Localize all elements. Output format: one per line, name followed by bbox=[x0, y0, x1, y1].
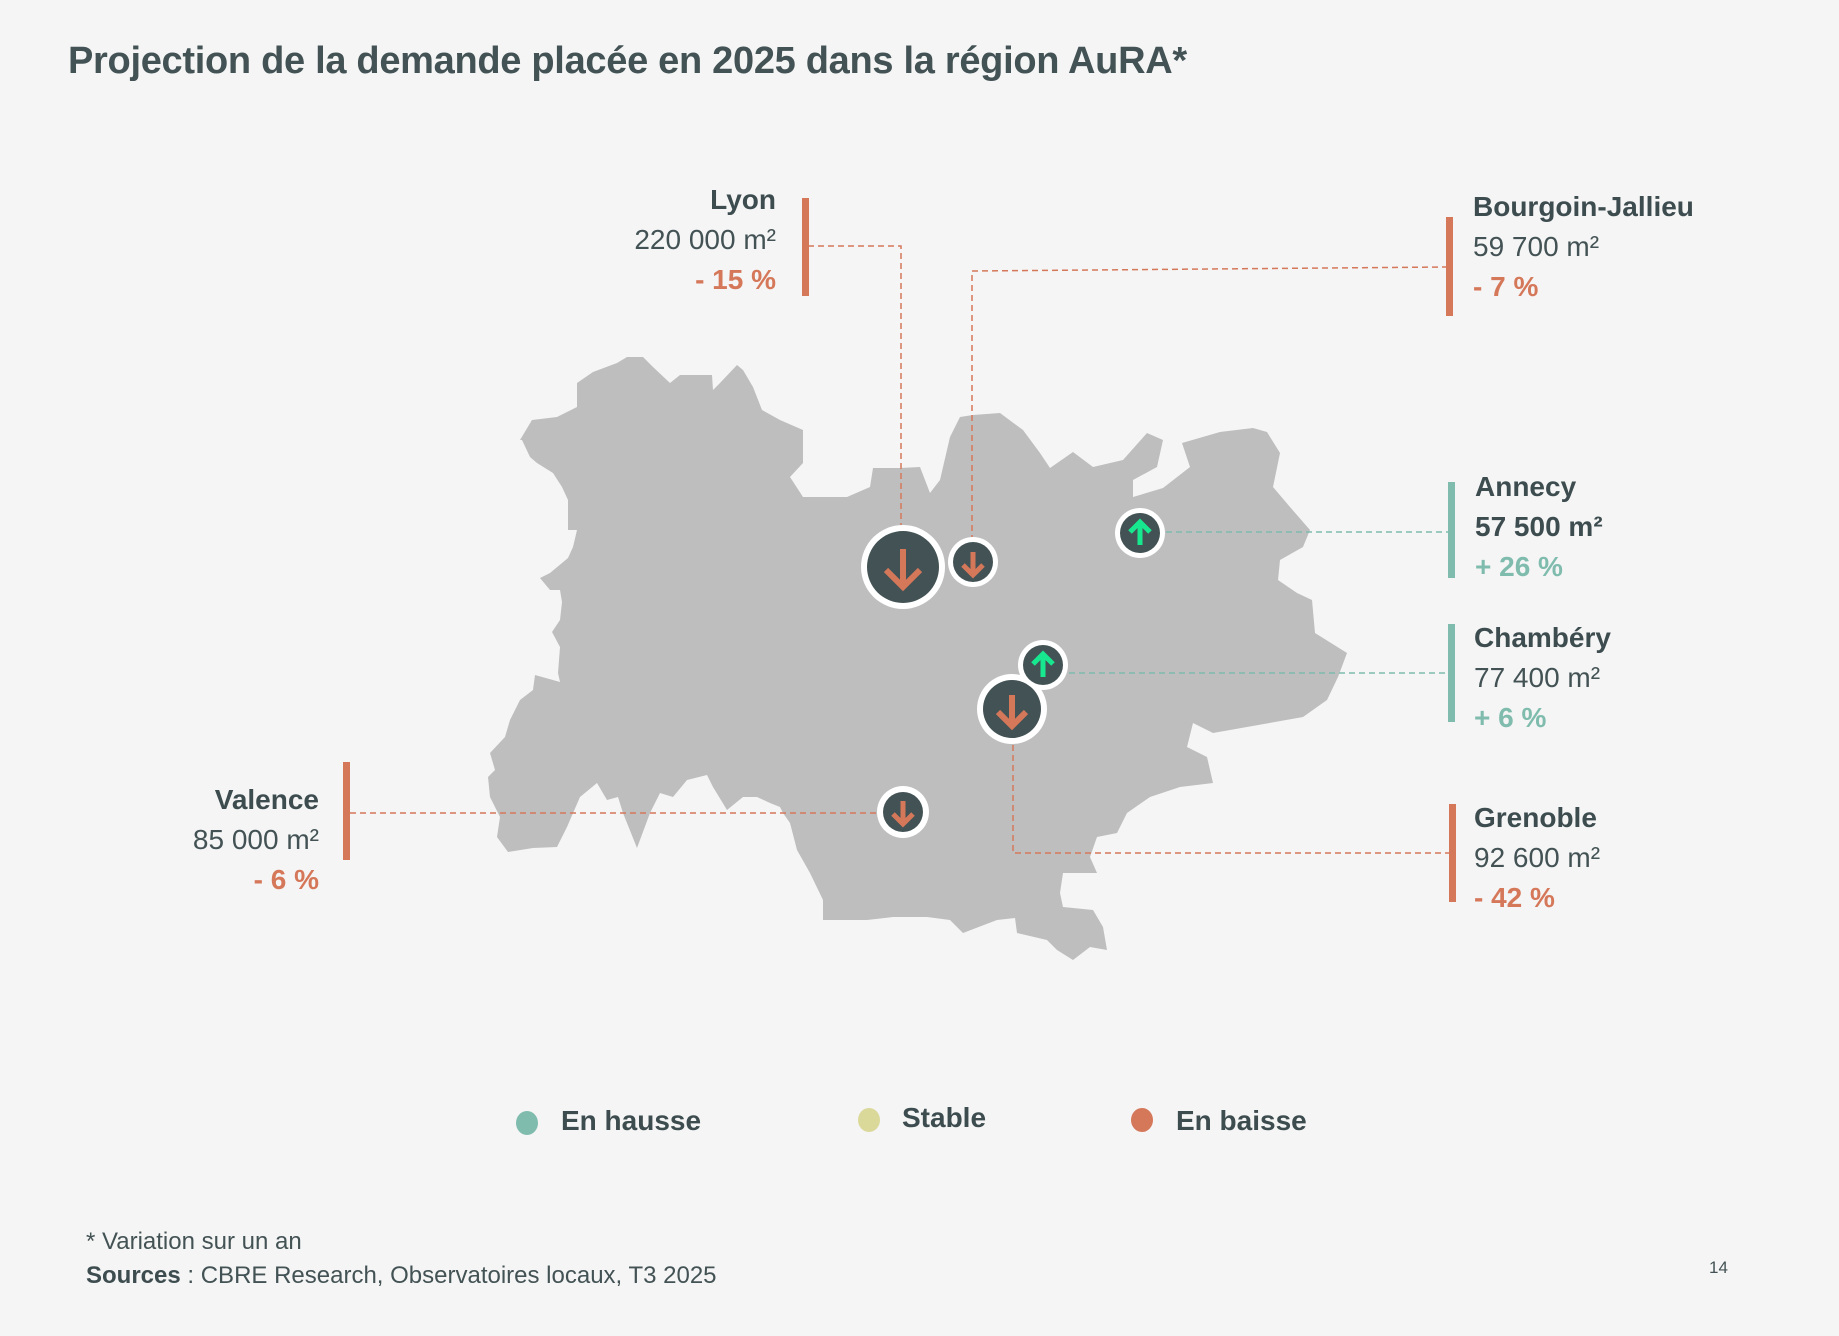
footnote: * Variation sur un an bbox=[86, 1228, 302, 1255]
page-title: Projection de la demande placée en 2025 … bbox=[68, 40, 1187, 82]
legend-label: En hausse bbox=[561, 1105, 702, 1136]
chambery-bar bbox=[1448, 624, 1455, 722]
marker-valence[interactable] bbox=[877, 786, 929, 838]
label-bourgoin-jallieu: Bourgoin-Jallieu 59 700 m² - 7 % bbox=[1473, 187, 1694, 307]
label-grenoble: Grenoble 92 600 m² - 42 % bbox=[1474, 798, 1600, 918]
arrow-down-icon bbox=[995, 695, 1029, 731]
bourgoin-connector bbox=[971, 266, 1449, 537]
label-chambery: Chambéry 77 400 m² + 6 % bbox=[1474, 618, 1611, 738]
bourgoin-bar bbox=[1446, 217, 1453, 316]
city-change: - 6 % bbox=[253, 864, 319, 895]
arrow-down-icon bbox=[883, 549, 923, 592]
marker-grenoble[interactable] bbox=[977, 674, 1047, 744]
city-area: 77 400 m² bbox=[1474, 662, 1601, 693]
legend-label: Stable bbox=[902, 1102, 987, 1133]
legend: En hausse Stable En baisse bbox=[0, 1102, 1839, 1155]
grenoble-connector bbox=[1012, 745, 1450, 854]
lyon-bar bbox=[802, 198, 809, 296]
city-change: + 26 % bbox=[1475, 551, 1563, 582]
city-name: Annecy bbox=[1475, 471, 1577, 502]
arrow-up-icon bbox=[1031, 650, 1055, 677]
city-change: - 42 % bbox=[1474, 882, 1555, 913]
increase-dot-icon bbox=[516, 1111, 538, 1135]
city-name: Lyon bbox=[710, 184, 776, 215]
annecy-bar bbox=[1448, 482, 1455, 578]
arrow-down-icon bbox=[961, 552, 985, 579]
city-name: Grenoble bbox=[1474, 802, 1597, 833]
marker-lyon[interactable] bbox=[861, 525, 945, 609]
city-change: - 15 % bbox=[695, 264, 776, 295]
city-name: Chambéry bbox=[1474, 622, 1611, 653]
city-change: - 7 % bbox=[1473, 271, 1539, 302]
label-valence: Valence 85 000 m² - 6 % bbox=[193, 780, 319, 900]
page-number: 14 bbox=[1709, 1258, 1728, 1277]
grenoble-bar bbox=[1449, 804, 1456, 902]
arrow-down-icon bbox=[891, 801, 915, 828]
city-area: 57 500 m² bbox=[1475, 511, 1603, 542]
marker-annecy[interactable] bbox=[1115, 508, 1165, 558]
lyon-connector bbox=[808, 245, 902, 525]
sources-label: Sources bbox=[86, 1262, 181, 1289]
legend-label: En baisse bbox=[1176, 1105, 1307, 1136]
marker-chambery[interactable] bbox=[1018, 640, 1068, 690]
marker-bourgoin-jallieu[interactable] bbox=[948, 537, 998, 587]
arrow-up-icon bbox=[1128, 518, 1152, 545]
decrease-dot-icon bbox=[1131, 1108, 1153, 1132]
valence-bar bbox=[343, 762, 350, 860]
city-name: Bourgoin-Jallieu bbox=[1473, 191, 1694, 222]
sources-text: : CBRE Research, Observatoires locaux, T… bbox=[180, 1262, 717, 1289]
city-area: 59 700 m² bbox=[1473, 231, 1600, 262]
aura-region-shape bbox=[488, 357, 1347, 960]
city-area: 92 600 m² bbox=[1474, 842, 1601, 873]
city-area: 220 000 m² bbox=[634, 224, 776, 255]
sources: Sources : CBRE Research, Observatoires l… bbox=[86, 1262, 717, 1290]
city-change: + 6 % bbox=[1474, 702, 1547, 733]
label-lyon: Lyon 220 000 m² - 15 % bbox=[634, 180, 776, 300]
city-area: 85 000 m² bbox=[192, 824, 319, 855]
label-annecy: Annecy 57 500 m² + 26 % bbox=[1475, 467, 1603, 587]
stable-dot-icon bbox=[858, 1108, 880, 1132]
city-name: Valence bbox=[214, 784, 319, 815]
